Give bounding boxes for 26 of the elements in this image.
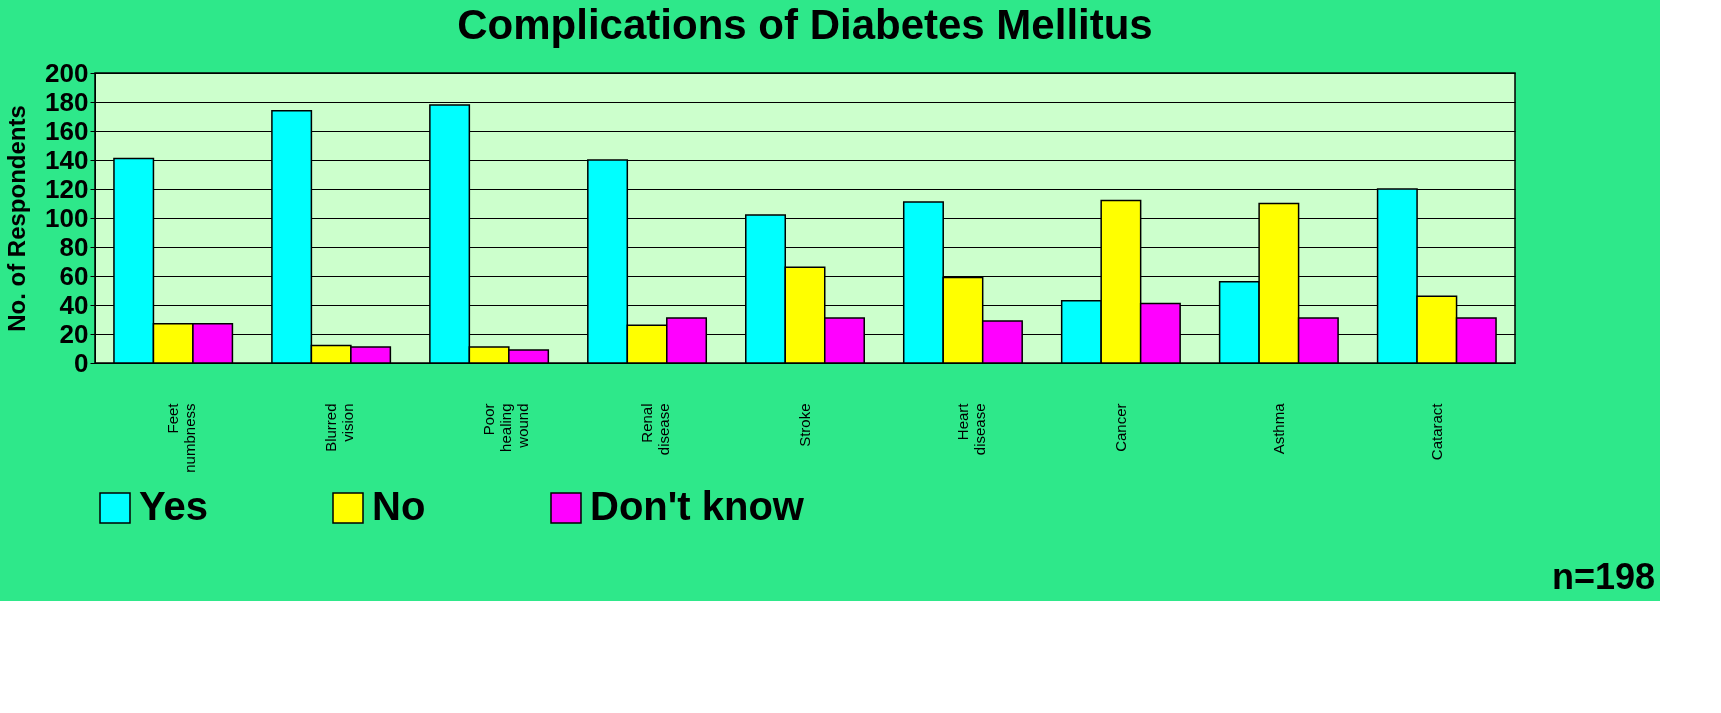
x-tick-label: Cataract	[1427, 402, 1445, 461]
y-tick-label: 40	[59, 289, 89, 320]
y-tick-label: 20	[59, 318, 89, 349]
y-tick-label: 120	[45, 173, 89, 204]
x-tick-label: Cancer	[1111, 403, 1129, 452]
x-tick-label: Stroke	[796, 403, 813, 447]
legend-label: No	[372, 484, 426, 528]
x-tick-label: Asthma	[1269, 402, 1287, 455]
x-tick-label: Renal disease	[638, 403, 673, 456]
x-tick-label: Heart disease	[953, 402, 988, 456]
x-tick-label: Feet numbness	[164, 402, 199, 473]
y-tick-label: 80	[59, 231, 89, 262]
x-tick-label: Poor healing wound	[480, 403, 532, 452]
y-tick-label: 160	[45, 115, 89, 146]
y-tick-label: 60	[59, 260, 89, 291]
y-tick-label: 200	[45, 57, 89, 88]
y-axis-title: No. of Respondents	[3, 105, 31, 332]
y-tick-label: 140	[45, 144, 89, 175]
y-tick-label: 0	[74, 347, 89, 378]
y-tick-label: 180	[45, 86, 89, 117]
x-tick-label: Blurred vision	[322, 403, 357, 452]
legend-label: Don't know	[590, 484, 805, 528]
y-tick-label: 100	[45, 202, 89, 233]
chart-title: Complications of Diabetes Mellitus	[457, 1, 1153, 48]
legend-label: Yes	[139, 484, 208, 528]
text: n=198	[1551, 556, 1655, 597]
